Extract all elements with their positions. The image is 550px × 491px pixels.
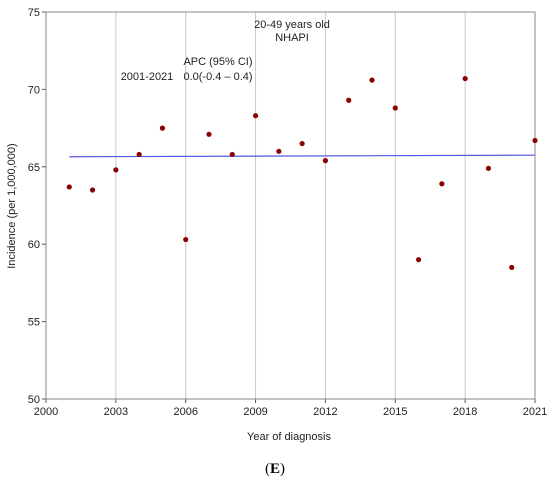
data-point xyxy=(136,151,142,158)
data-point xyxy=(392,105,398,111)
y-tick-label: 70 xyxy=(28,84,40,96)
period-label: 2001-2021 xyxy=(121,71,174,83)
data-point xyxy=(439,181,445,187)
x-tick-label: 2006 xyxy=(173,406,197,418)
data-point xyxy=(276,148,282,154)
trend-line xyxy=(69,154,536,158)
y-tick-label: 50 xyxy=(28,394,40,406)
data-point xyxy=(66,184,72,190)
x-tick-label: 2018 xyxy=(453,406,477,418)
data-point xyxy=(299,140,305,147)
data-point xyxy=(369,77,375,83)
chart-title: 20-49 years old xyxy=(254,19,330,31)
apc-header: APC (95% CI) xyxy=(183,56,252,68)
x-tick-label: 2015 xyxy=(383,406,407,418)
x-tick-label: 2003 xyxy=(104,406,128,418)
data-point xyxy=(89,187,96,193)
data-point xyxy=(252,113,259,119)
plot-border xyxy=(45,11,536,400)
y-tick-label: 55 xyxy=(28,317,40,329)
x-tick-label: 2000 xyxy=(34,406,58,418)
y-tick-label: 75 xyxy=(28,7,40,19)
y-axis-title: Incidence (per 1,000,000) xyxy=(6,143,18,268)
data-point xyxy=(415,257,422,263)
panel-letter: E xyxy=(269,461,280,477)
data-point xyxy=(462,75,468,82)
panel-label: (E) xyxy=(264,461,285,477)
chart-subtitle: NHAPI xyxy=(275,32,309,44)
plot-area xyxy=(46,12,535,399)
data-point xyxy=(532,137,538,144)
data-point xyxy=(346,97,352,103)
data-point xyxy=(509,264,515,271)
data-point xyxy=(229,151,235,158)
x-tick-label: 2021 xyxy=(523,406,547,418)
apc-value: 0.0(-0.4 – 0.4) xyxy=(183,71,252,83)
x-axis-title: Year of diagnosis xyxy=(247,431,331,443)
y-tick-label: 65 xyxy=(28,162,40,174)
y-tick-label: 60 xyxy=(28,239,40,251)
data-point xyxy=(159,125,166,131)
data-point xyxy=(113,167,119,173)
data-point xyxy=(183,236,189,243)
x-tick-label: 2012 xyxy=(313,406,337,418)
data-point xyxy=(206,131,212,137)
data-point xyxy=(322,158,329,164)
x-tick-label: 2009 xyxy=(243,406,267,418)
data-point xyxy=(485,165,492,171)
